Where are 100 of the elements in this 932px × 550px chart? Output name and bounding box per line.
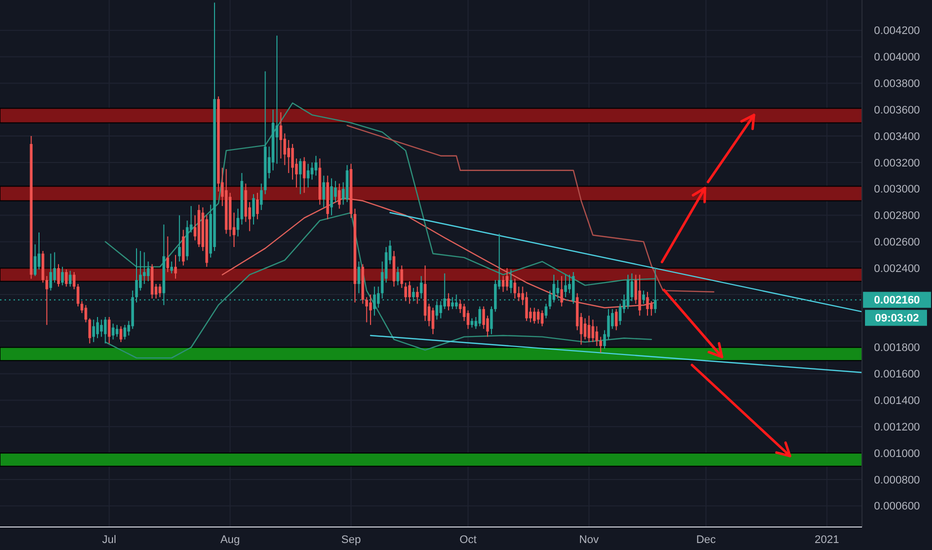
candlestick bbox=[462, 303, 466, 322]
y-tick-label: 0.002800 bbox=[874, 210, 920, 222]
candlestick bbox=[64, 268, 68, 288]
candlestick bbox=[310, 162, 314, 180]
candlestick bbox=[57, 264, 60, 288]
y-tick-label: 0.003600 bbox=[874, 104, 920, 116]
candlestick bbox=[45, 276, 48, 326]
candlestick bbox=[68, 270, 72, 288]
candlestick bbox=[400, 264, 404, 288]
candlestick bbox=[291, 143, 294, 180]
candlestick bbox=[120, 326, 122, 343]
candlestick bbox=[513, 278, 516, 299]
candlestick bbox=[482, 306, 486, 330]
candlestick bbox=[142, 252, 146, 284]
candlestick bbox=[104, 316, 107, 344]
candlestick bbox=[100, 319, 103, 338]
y-tick-label: 0.003400 bbox=[874, 130, 920, 143]
candlestick bbox=[420, 276, 423, 299]
x-tick-label: 2021 bbox=[814, 534, 840, 546]
candlestick bbox=[592, 319, 594, 343]
y-tick-label: 0.001000 bbox=[874, 448, 920, 460]
candlestick bbox=[357, 261, 360, 294]
candlestick bbox=[490, 306, 493, 335]
candlestick bbox=[540, 310, 544, 327]
candlestick bbox=[276, 35, 278, 164]
candlestick bbox=[61, 266, 64, 286]
candlestick bbox=[92, 319, 95, 343]
candlestick bbox=[72, 272, 76, 290]
candlestick bbox=[146, 261, 150, 282]
x-tick-label: Oct bbox=[459, 534, 477, 546]
y-tick-label: 0.003000 bbox=[874, 184, 920, 196]
y-tick-label: 0.001200 bbox=[874, 421, 920, 434]
y-tick-label: 0.001600 bbox=[874, 368, 920, 381]
candlestick bbox=[588, 315, 590, 343]
candlestick bbox=[396, 266, 400, 286]
candlestick bbox=[365, 296, 368, 323]
y-tick-label: 0.001800 bbox=[874, 342, 920, 354]
y-tick-label: 0.004200 bbox=[874, 25, 920, 38]
candlestick bbox=[170, 261, 173, 274]
candlestick bbox=[517, 286, 520, 302]
candlestick bbox=[638, 274, 642, 316]
candlestick bbox=[260, 183, 263, 211]
candlestick bbox=[369, 294, 372, 326]
candlestick bbox=[408, 280, 411, 304]
candlestick bbox=[404, 282, 408, 302]
line-series bbox=[104, 212, 652, 359]
candlestick bbox=[298, 158, 302, 195]
candlestick bbox=[478, 306, 482, 327]
candlestick bbox=[470, 318, 474, 328]
candlestick bbox=[178, 214, 181, 262]
y-tick-label: 0.003800 bbox=[874, 78, 920, 90]
candlestick bbox=[466, 310, 470, 330]
y-tick-label: 0.003200 bbox=[874, 157, 920, 170]
y-tick-label: 0.002400 bbox=[874, 262, 920, 275]
candlestick bbox=[49, 253, 52, 292]
y-tick-label: 0.000600 bbox=[874, 500, 920, 513]
x-tick-label: Aug bbox=[220, 534, 240, 546]
line-series bbox=[346, 124, 714, 292]
candlestick bbox=[544, 303, 548, 319]
y-tick-label: 0.000800 bbox=[874, 474, 920, 486]
candlestick bbox=[510, 268, 512, 294]
candlestick bbox=[330, 178, 333, 216]
candlestick bbox=[618, 303, 622, 326]
candlestick bbox=[302, 156, 306, 194]
x-tick-label: Nov bbox=[579, 534, 600, 546]
candlestick bbox=[506, 268, 508, 292]
candlestick bbox=[252, 194, 255, 226]
candlestick bbox=[376, 286, 380, 308]
line-series bbox=[104, 102, 656, 286]
candlestick bbox=[256, 192, 259, 220]
candlestick bbox=[123, 324, 126, 340]
ref-line-label: 0.002160 bbox=[874, 294, 920, 307]
candlestick bbox=[174, 254, 177, 280]
candlestick bbox=[306, 163, 310, 188]
candlestick bbox=[502, 276, 505, 292]
candlestick bbox=[432, 307, 434, 335]
candlestick bbox=[76, 283, 80, 307]
candlestick bbox=[560, 276, 564, 307]
candlestick bbox=[112, 323, 114, 340]
candlestick bbox=[166, 236, 170, 273]
candlestick bbox=[314, 155, 318, 176]
candlestick bbox=[96, 316, 99, 339]
candlestick bbox=[34, 244, 36, 277]
candlestick bbox=[646, 291, 649, 316]
candlestick bbox=[338, 183, 341, 210]
y-tick-label: 0.002600 bbox=[874, 236, 920, 249]
candlestick bbox=[279, 112, 282, 159]
x-tick-label: Jul bbox=[102, 534, 116, 546]
candlestick bbox=[525, 291, 528, 322]
candlestick bbox=[584, 318, 586, 340]
candlestick bbox=[536, 308, 540, 324]
candlestick bbox=[447, 292, 450, 311]
x-tick-label: Dec bbox=[696, 534, 716, 546]
y-tick-label: 0.001400 bbox=[874, 395, 920, 408]
candlestick bbox=[564, 274, 567, 298]
candlestick bbox=[532, 307, 536, 324]
candlestick bbox=[88, 318, 92, 344]
candlestick bbox=[614, 308, 618, 331]
candlestick bbox=[84, 304, 88, 323]
text: 09:03:02 bbox=[874, 312, 920, 325]
